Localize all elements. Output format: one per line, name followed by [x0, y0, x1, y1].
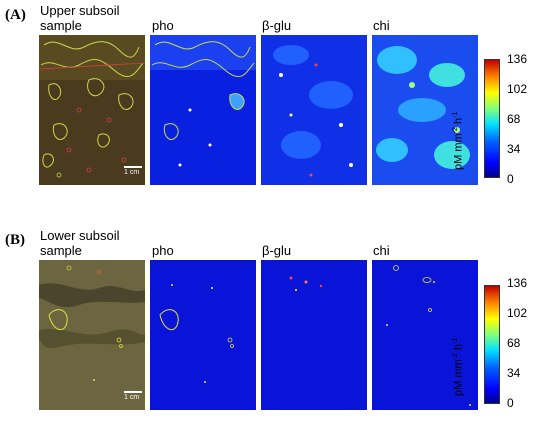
- panel-a-title-chi: chi: [373, 18, 390, 33]
- panel-b-scale-bar-label: 1 cm: [124, 394, 140, 401]
- colorbar-a-tick: 0: [507, 172, 514, 186]
- panel-b-map-chi: [372, 260, 478, 410]
- panel-b-title-chi: chi: [373, 243, 390, 258]
- panel-b-label: (B): [5, 232, 25, 248]
- colorbar-b-tick: 0: [507, 396, 514, 410]
- panel-a-title-bglu: β-glu: [262, 18, 292, 33]
- panel-b-map-bglu: [261, 260, 367, 410]
- colorbar-b-unit: pM mm-2 h-1: [452, 337, 465, 396]
- panel-b-soil-photo: [39, 260, 145, 410]
- panel-a-label: (A): [5, 7, 26, 23]
- panel-b-title-pho: pho: [152, 243, 174, 258]
- panel-b-sample-title: Lower subsoil sample: [40, 228, 120, 258]
- colorbar-b-tick: 136: [507, 276, 528, 290]
- colorbar-a-tick: 136: [507, 52, 528, 66]
- panel-b-title-bglu: β-glu: [262, 243, 292, 258]
- colorbar-a: [484, 59, 500, 178]
- colorbar-b-tick: 68: [507, 336, 521, 350]
- panel-a-map-pho: [150, 35, 256, 185]
- colorbar-a-tick: 34: [507, 142, 521, 156]
- panel-b-sample-line2: sample: [40, 243, 82, 258]
- colorbar-a-unit: pM mm-2 h-1: [452, 111, 465, 170]
- panel-a-map-chi: [372, 35, 478, 185]
- colorbar-b-tick: 102: [507, 306, 528, 320]
- panel-a-soil-photo: [39, 35, 145, 185]
- panel-a-sample-line1: Upper subsoil: [40, 3, 120, 18]
- panel-b-sample-line1: Lower subsoil: [40, 228, 120, 243]
- panel-a-title-pho: pho: [152, 18, 174, 33]
- panel-a-sample-title: Upper subsoil sample: [40, 3, 120, 33]
- panel-b-map-pho: [150, 260, 256, 410]
- panel-b-scale-bar: 1 cm: [124, 391, 146, 405]
- panel-a-map-bglu: [261, 35, 367, 185]
- panel-a-sample-line2: sample: [40, 18, 82, 33]
- panel-a-scale-bar-label: 1 cm: [124, 169, 140, 176]
- colorbar-a-tick: 102: [507, 82, 528, 96]
- colorbar-b-tick: 34: [507, 366, 521, 380]
- colorbar-a-tick: 68: [507, 112, 521, 126]
- panel-a-scale-bar: 1 cm: [124, 166, 146, 180]
- colorbar-b: [484, 285, 500, 404]
